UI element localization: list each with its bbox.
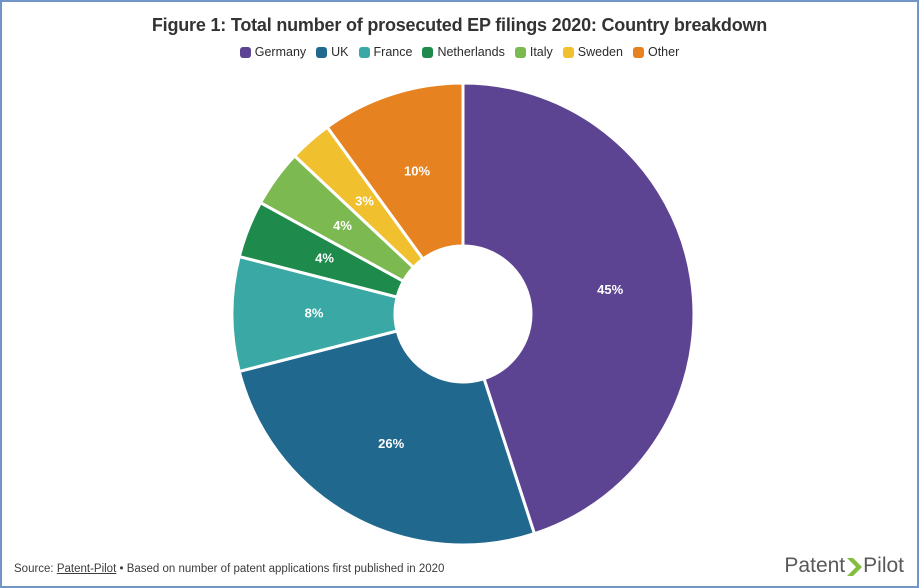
legend-item-netherlands: Netherlands	[422, 45, 505, 59]
slice-label-france: 8%	[305, 305, 324, 320]
legend-item-uk: UK	[316, 45, 349, 59]
pie-slice-uk	[237, 329, 536, 547]
legend-item-other: Other	[632, 45, 680, 59]
legend-label: Netherlands	[437, 45, 505, 59]
legend-item-germany: Germany	[239, 45, 307, 59]
legend-item-sweden: Sweden	[562, 45, 623, 59]
footer-source: Source: Patent-Pilot • Based on number o…	[14, 563, 444, 575]
legend-item-italy: Italy	[514, 45, 553, 59]
brand-logo[interactable]: Patent Pilot	[784, 554, 904, 578]
legend-swatch-icon	[358, 46, 370, 58]
slice-label-netherlands: 4%	[315, 251, 334, 266]
source-prefix: Source:	[14, 563, 57, 575]
legend-swatch-icon	[239, 46, 251, 58]
chart-title: Figure 1: Total number of prosecuted EP …	[151, 15, 768, 35]
slice-label-italy: 4%	[333, 218, 352, 233]
chart-legend: Germany UK France Netherlands Italy Sweden Oth…	[2, 45, 917, 59]
legend-swatch-icon	[422, 46, 434, 58]
legend-swatch-icon	[514, 46, 526, 58]
legend-swatch-icon	[562, 46, 574, 58]
legend-label: UK	[331, 45, 349, 59]
pie-slice-germany	[461, 81, 696, 536]
chevron-shape	[847, 558, 863, 576]
logo-text-patent: Patent	[784, 554, 846, 577]
source-note: • Based on number of patent applications…	[116, 563, 445, 575]
legend-label: Italy	[529, 45, 553, 59]
legend-swatch-icon	[632, 46, 644, 58]
slice-label-uk: 26%	[378, 436, 404, 451]
source-link[interactable]: Patent-Pilot	[56, 563, 117, 575]
legend-swatch-icon	[316, 46, 328, 58]
pie-slice-france	[230, 255, 399, 373]
legend-item-france: France	[358, 45, 413, 59]
slice-label-sweden: 3%	[355, 194, 374, 209]
legend-label: Other	[647, 45, 680, 59]
legend-label: Germany	[254, 45, 307, 59]
slice-label-other: 10%	[404, 164, 430, 179]
logo-text-pilot: Pilot	[863, 554, 904, 577]
legend-label: France	[373, 45, 413, 59]
pie-slice-other	[325, 81, 465, 261]
right-chevron-icon	[847, 558, 863, 576]
legend-label: Sweden	[577, 45, 623, 59]
slice-label-germany: 45%	[597, 282, 623, 297]
